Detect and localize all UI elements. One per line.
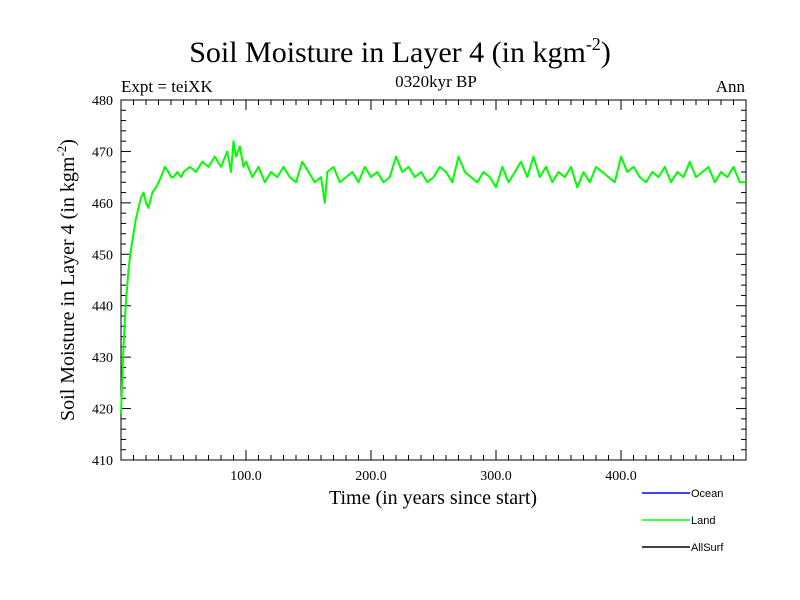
y-tick-label: 450 [92,248,113,263]
y-tick-label: 460 [92,197,113,212]
chart-title-main: Soil Moisture in Layer 4 (in kgm [189,36,586,69]
y-axis-label: Soil Moisture in Layer 4 (in kgm-2) [54,139,79,421]
y-tick-label: 480 [92,94,113,109]
x-axis-tick-labels: 100.0 200.0 300.0 400.0 [230,469,637,484]
legend-label-allsurf: AllSurf [691,542,724,554]
y-axis-label-sup: -2 [54,146,69,157]
y-tick-label: 470 [92,145,113,160]
legend-label-land: Land [691,515,715,527]
x-tick-label: 100.0 [230,469,262,484]
subtitle-right: Ann [716,77,746,96]
series-line-land [120,140,746,414]
x-tick-label: 400.0 [605,469,637,484]
subtitle-center: 0320kyr BP [395,72,477,91]
legend: Ocean Land AllSurf [642,488,724,554]
chart-title: Soil Moisture in Layer 4 (in kgm-2) [189,34,611,69]
y-tick-label: 440 [92,300,113,315]
x-tick-label: 300.0 [480,469,512,484]
y-axis-tick-labels: 410 420 430 440 450 460 470 480 [92,94,113,469]
x-tick-label: 200.0 [355,469,387,484]
y-tick-label: 420 [92,403,113,418]
y-tick-label: 410 [92,454,113,469]
x-axis-label: Time (in years since start) [329,487,537,509]
chart-title-close: ) [601,36,611,69]
subtitle-left: Expt = teiXK [121,77,213,96]
series-layer [120,140,746,414]
chart-title-sup: -2 [586,34,601,54]
axis-ticks [121,99,746,461]
plot-frame [120,99,747,461]
y-tick-label: 430 [92,351,113,366]
y-axis-label-main: Soil Moisture in Layer 4 (in kgm [57,156,79,421]
y-axis-label-close: ) [57,139,79,146]
legend-label-ocean: Ocean [691,488,723,500]
